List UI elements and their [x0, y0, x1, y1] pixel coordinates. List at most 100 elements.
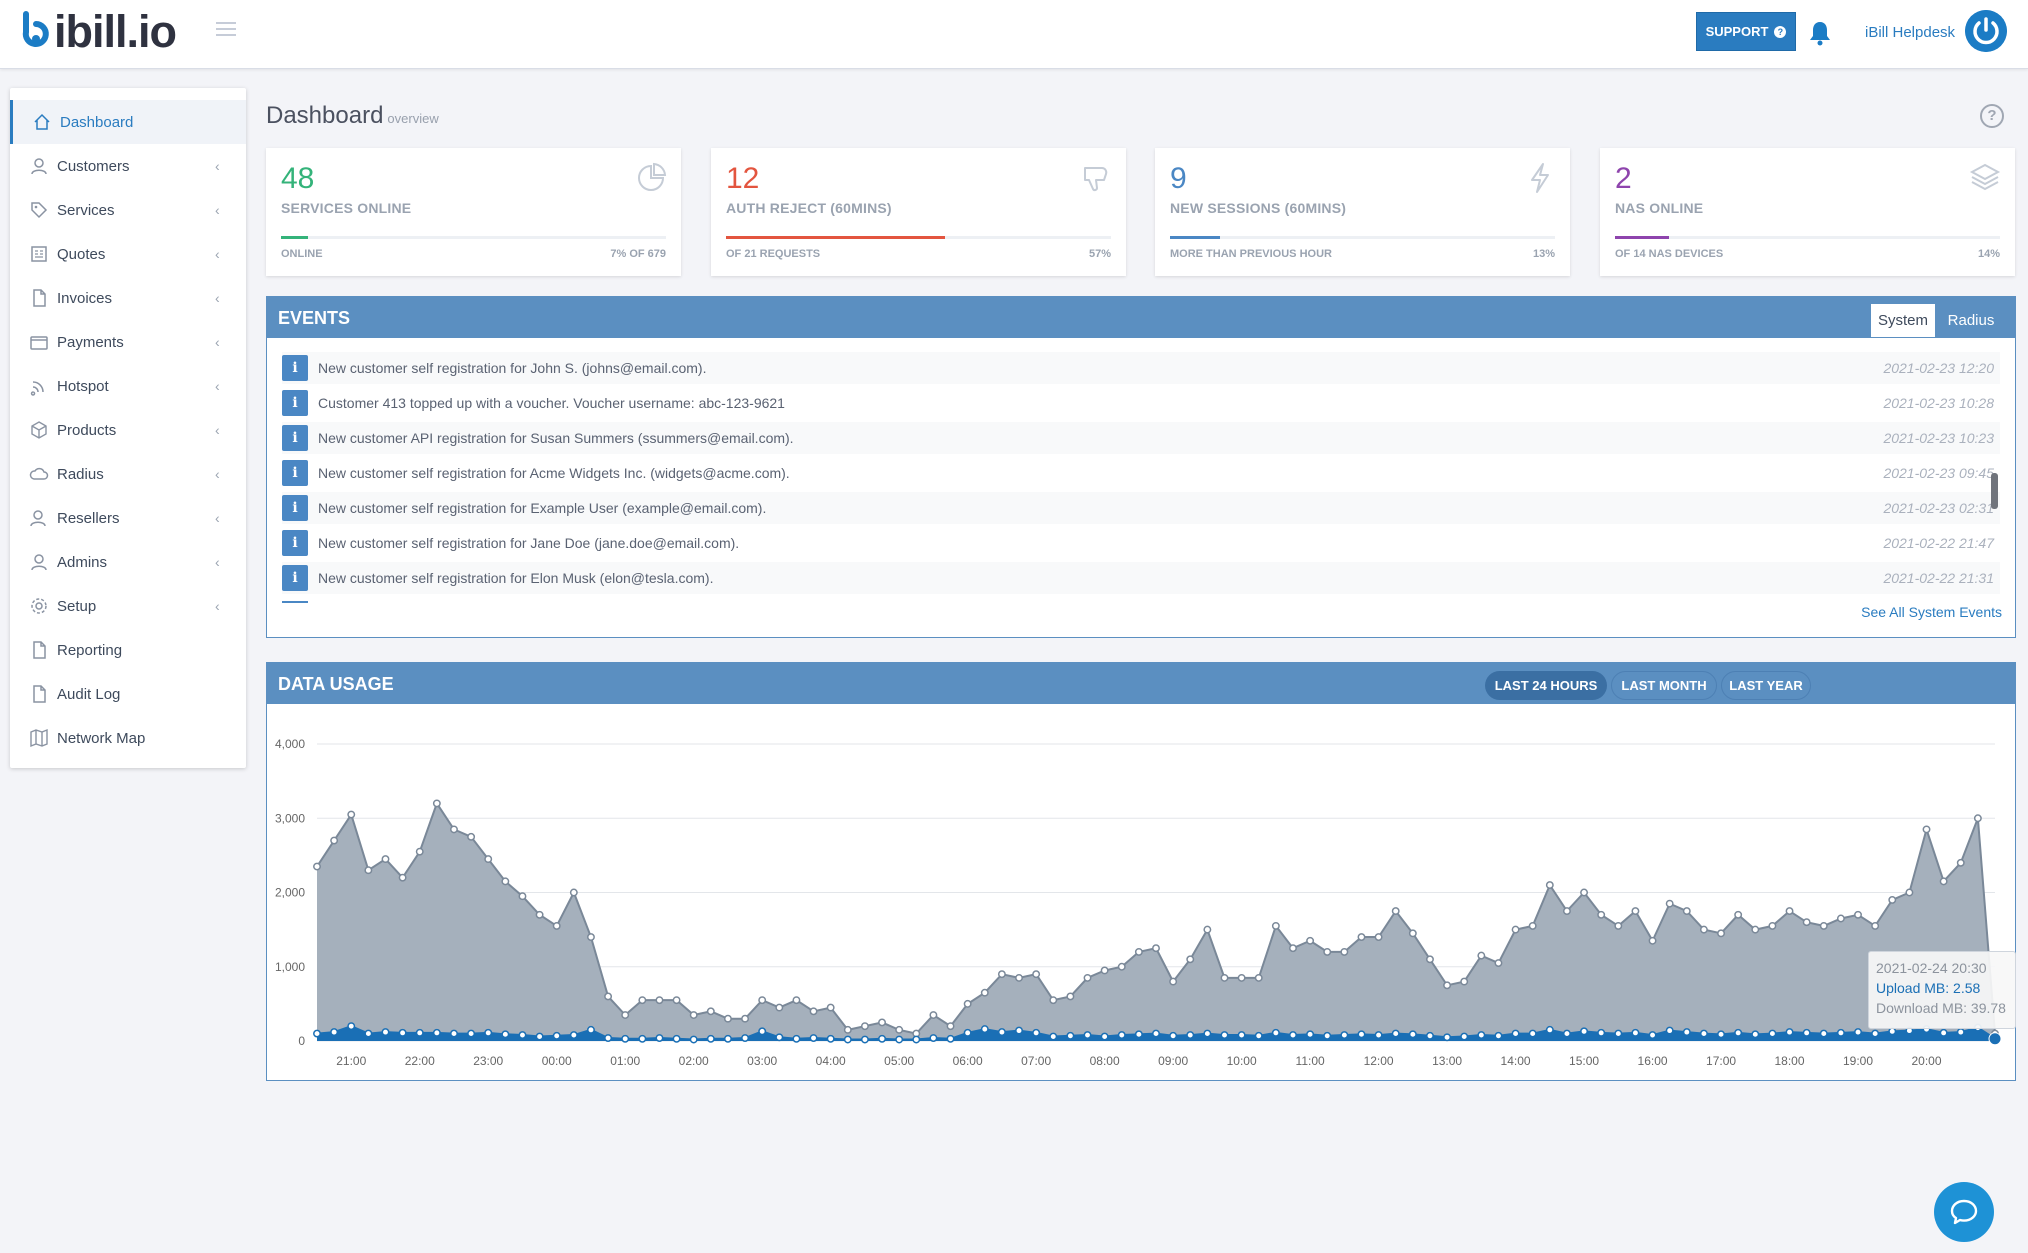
data-usage-title: DATA USAGE [278, 674, 394, 694]
data-point [1323, 947, 1332, 956]
range-last-24-hours-button[interactable]: LAST 24 HOURS [1485, 671, 1607, 700]
page-subtitle: overview [387, 111, 439, 126]
data-point [1956, 858, 1965, 867]
sidebar-item-services[interactable]: Services ‹ [10, 188, 246, 232]
data-point [398, 873, 407, 882]
data-point [1528, 921, 1537, 930]
chat-bubble-icon [1950, 1199, 1978, 1225]
events-scrollbar[interactable] [1991, 473, 1998, 509]
x-tick-label: 12:00 [1364, 1054, 1394, 1068]
x-tick-label: 07:00 [1021, 1054, 1051, 1068]
y-tick-label: 1,000 [275, 960, 305, 974]
info-icon: i [282, 425, 308, 451]
data-point [672, 996, 681, 1005]
data-point [552, 921, 561, 930]
data-point [1751, 1030, 1760, 1039]
sidebar-item-products[interactable]: Products ‹ [10, 408, 246, 452]
sidebar-item-dashboard[interactable]: Dashboard [10, 100, 246, 144]
sidebar-item-hotspot[interactable]: Hotspot ‹ [10, 364, 246, 408]
data-point [518, 1031, 527, 1040]
x-tick-label: 08:00 [1090, 1054, 1120, 1068]
support-label: SUPPORT [1705, 24, 1769, 39]
data-point [1117, 1031, 1126, 1040]
lightning-icon [1531, 163, 1549, 193]
event-text: New customer self registration for Acme … [318, 465, 790, 481]
sidebar-item-admins[interactable]: Admins ‹ [10, 540, 246, 584]
data-point [878, 1034, 886, 1043]
user-name[interactable]: iBill Helpdesk [1865, 24, 1956, 41]
stat-label: SERVICES ONLINE [281, 200, 412, 216]
sidebar-item-network-map[interactable]: Network Map [10, 716, 246, 760]
sidebar-item-quotes[interactable]: Quotes ‹ [10, 232, 246, 276]
chevron-left-icon: ‹ [215, 598, 220, 614]
sidebar-item-resellers[interactable]: Resellers ‹ [10, 496, 246, 540]
tab-system[interactable]: System [1871, 304, 1935, 337]
x-tick-label: 05:00 [884, 1054, 914, 1068]
sidebar-item-reporting[interactable]: Reporting [10, 628, 246, 672]
data-point [1237, 973, 1246, 982]
data-point [330, 836, 339, 845]
info-icon: i [282, 390, 308, 416]
data-point [775, 1033, 784, 1042]
event-text: New customer self registration for Elon … [318, 570, 714, 586]
data-point [1682, 1028, 1691, 1037]
chat-button[interactable] [1934, 1182, 1994, 1242]
sidebar-item-setup[interactable]: Setup ‹ [10, 584, 246, 628]
info-icon: i [282, 530, 308, 556]
bell-icon[interactable] [1808, 20, 1832, 46]
data-point [552, 1031, 561, 1040]
data-point [415, 847, 424, 856]
data-usage-chart[interactable]: 0 1,000 2,000 3,000 4,000 21:00 22:00 23:00 00:0… [267, 704, 2015, 1080]
data-point [1614, 1029, 1623, 1038]
tab-radius[interactable]: Radius [1947, 312, 1995, 329]
support-button[interactable]: SUPPORT ? [1696, 12, 1796, 51]
data-point [1768, 921, 1777, 930]
data-point [723, 1014, 732, 1023]
data-point [347, 810, 356, 819]
sidebar-item-invoices[interactable]: Invoices ‹ [10, 276, 246, 320]
data-point [1665, 899, 1674, 908]
data-point [450, 1029, 458, 1038]
data-point [1597, 1028, 1606, 1037]
y-tick-label: 3,000 [275, 811, 305, 825]
sidebar-item-label: Dashboard [60, 113, 134, 131]
x-tick-label: 23:00 [473, 1054, 503, 1068]
data-point [929, 1011, 938, 1019]
see-all-events-link[interactable]: See All System Events [1861, 604, 2002, 620]
sidebar-item-radius[interactable]: Radius ‹ [10, 452, 246, 496]
chevron-left-icon: ‹ [215, 290, 220, 306]
data-point [912, 1035, 921, 1044]
menu-toggle-icon[interactable] [216, 22, 236, 38]
x-tick-label: 20:00 [1911, 1054, 1941, 1068]
data-point [1477, 951, 1486, 960]
help-icon[interactable]: ? [1980, 104, 2004, 128]
data-point [1460, 977, 1469, 986]
data-usage-panel: DATA USAGE LAST 24 HOURS LAST MONTH LAST… [266, 662, 2016, 1081]
data-point [330, 1028, 339, 1037]
data-point [501, 1030, 510, 1039]
chevron-left-icon: ‹ [215, 378, 220, 394]
range-last-year-button[interactable]: LAST YEAR [1721, 671, 1811, 700]
sidebar-item-label: Resellers [57, 509, 120, 527]
sidebar-item-payments[interactable]: Payments ‹ [10, 320, 246, 364]
x-tick-label: 22:00 [405, 1054, 435, 1068]
stat-footer-left: MORE THAN PREVIOUS HOUR [1170, 248, 1332, 260]
data-point [826, 1034, 835, 1043]
sidebar-item-customers[interactable]: Customers ‹ [10, 144, 246, 188]
chevron-left-icon: ‹ [215, 554, 220, 570]
data-point [364, 1029, 373, 1038]
sidebar-item-audit-log[interactable]: Audit Log [10, 672, 246, 716]
data-point [1922, 825, 1931, 834]
chart-tooltip: 2021-02-24 20:30 Upload MB: 2.58 Downloa… [1868, 951, 2016, 1029]
stat-progress-bar [726, 236, 1111, 239]
data-point [1545, 1025, 1554, 1034]
data-point [569, 1031, 578, 1040]
range-last-month-button[interactable]: LAST MONTH [1611, 671, 1717, 700]
document-icon [33, 289, 46, 307]
x-tick-label: 19:00 [1843, 1054, 1873, 1068]
chevron-left-icon: ‹ [215, 510, 220, 526]
stat-card-nas-online: 2 NAS ONLINE OF 14 NAS DEVICES 14% [1600, 148, 2015, 276]
data-point [1289, 944, 1297, 953]
power-avatar-icon[interactable] [1965, 10, 2007, 52]
logo[interactable]: ibill.io [18, 6, 177, 58]
